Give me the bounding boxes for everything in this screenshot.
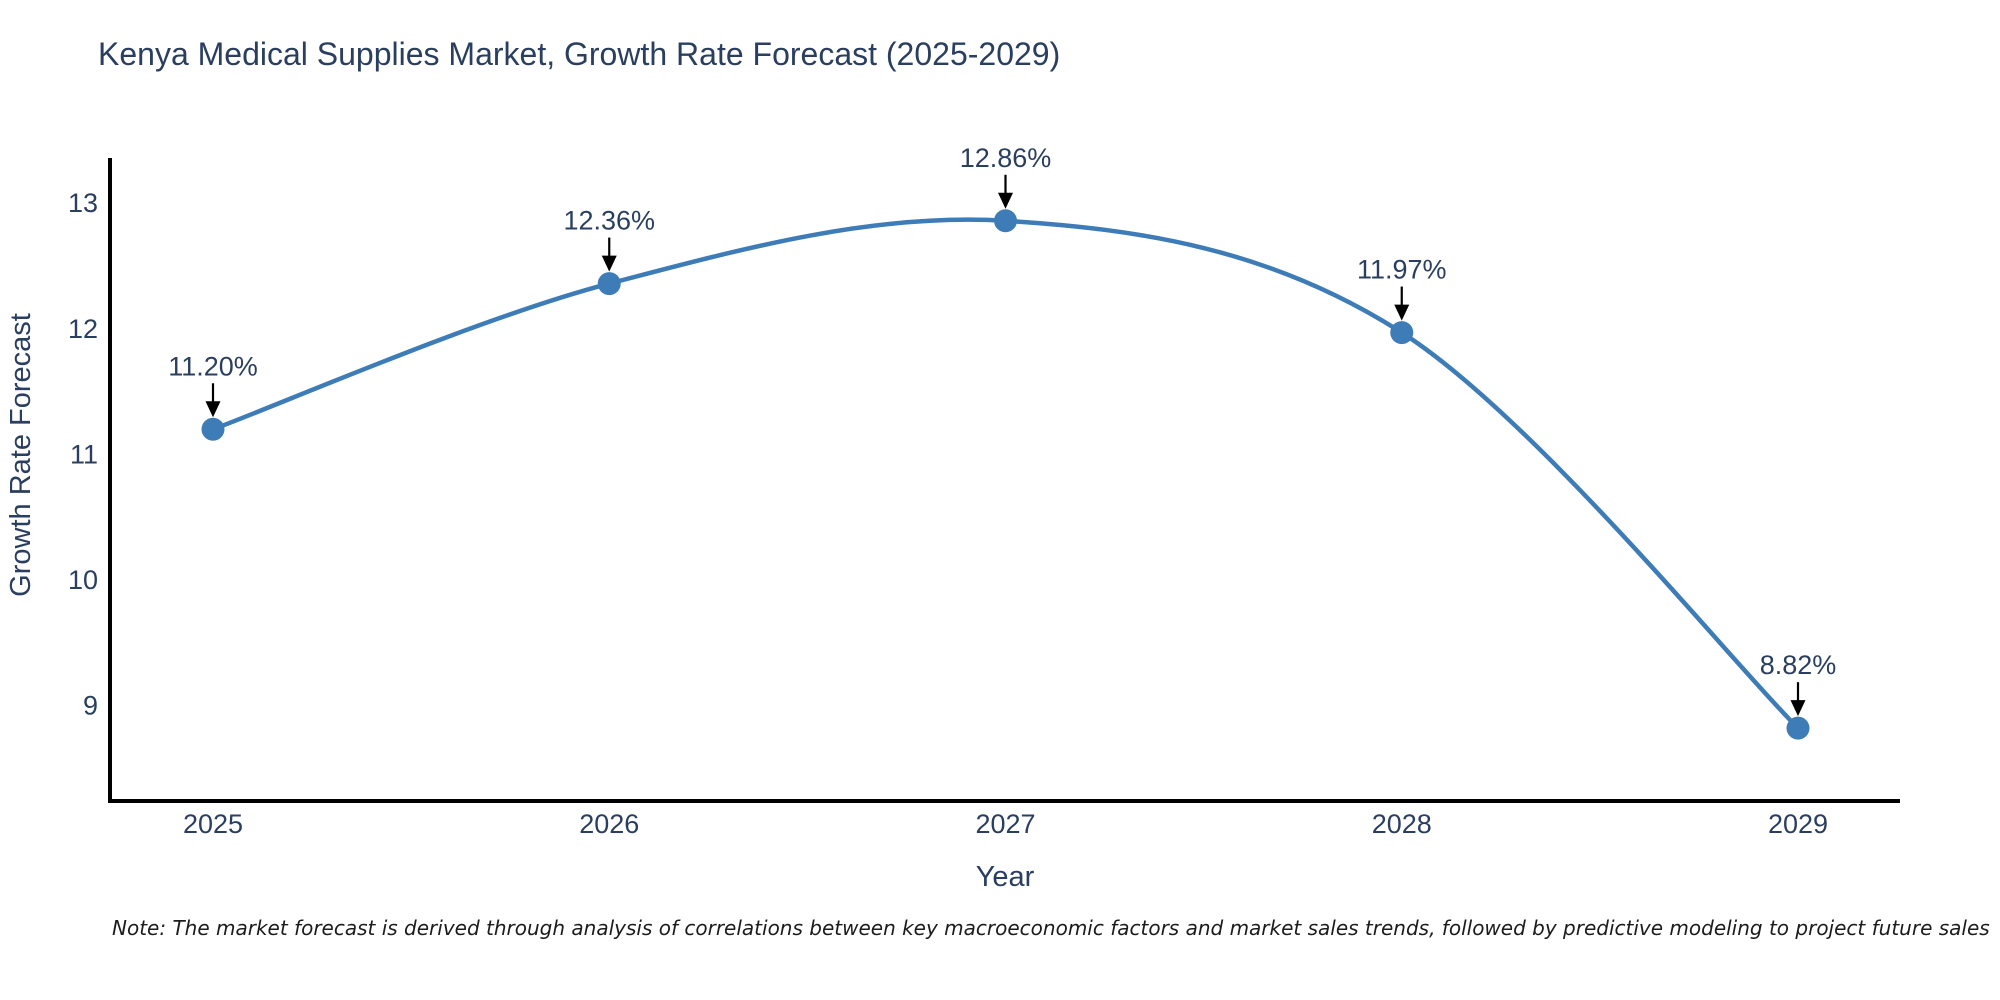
forecast-line [210, 217, 1801, 731]
data-point-2028[interactable] [1390, 321, 1414, 345]
x-tick-label-2027: 2027 [975, 809, 1035, 839]
x-tick-label-2028: 2028 [1372, 809, 1432, 839]
y-axis-title: Growth Rate Forecast [5, 313, 37, 597]
y-tick-label-11: 11 [70, 439, 98, 469]
x-tick-label-2026: 2026 [579, 809, 639, 839]
y-tick-label-12: 12 [68, 314, 98, 344]
data-point-2029[interactable] [1786, 716, 1810, 740]
point-label-2028: 11.97% [1357, 255, 1447, 285]
annotation-arrow-head-2025 [205, 401, 221, 418]
point-label-2026: 12.36% [563, 206, 655, 236]
y-tick-label-9: 9 [83, 691, 98, 721]
data-point-2025[interactable] [201, 417, 225, 441]
y-tick-label-13: 13 [68, 188, 98, 218]
data-point-2027[interactable] [994, 209, 1017, 233]
chart-title: Kenya Medical Supplies Market, Growth Ra… [98, 36, 1061, 72]
point-label-2025: 11.20% [168, 351, 258, 381]
y-tick-label-10: 10 [68, 565, 98, 595]
annotation-arrow-head-2026 [601, 255, 617, 272]
footnote: Note: The market forecast is derived thr… [112, 916, 1990, 940]
annotation-arrow-head-2027 [998, 192, 1013, 209]
data-point-2026[interactable] [597, 272, 621, 296]
annotation-arrow-head-2028 [1394, 304, 1410, 321]
point-label-2027: 12.86% [960, 143, 1052, 173]
x-tick-label-2029: 2029 [1768, 809, 1828, 839]
x-axis-title: Year [976, 861, 1035, 893]
point-label-2029: 8.82% [1760, 650, 1837, 680]
annotation-arrow-head-2029 [1790, 700, 1806, 717]
x-tick-label-2025: 2025 [183, 809, 243, 839]
